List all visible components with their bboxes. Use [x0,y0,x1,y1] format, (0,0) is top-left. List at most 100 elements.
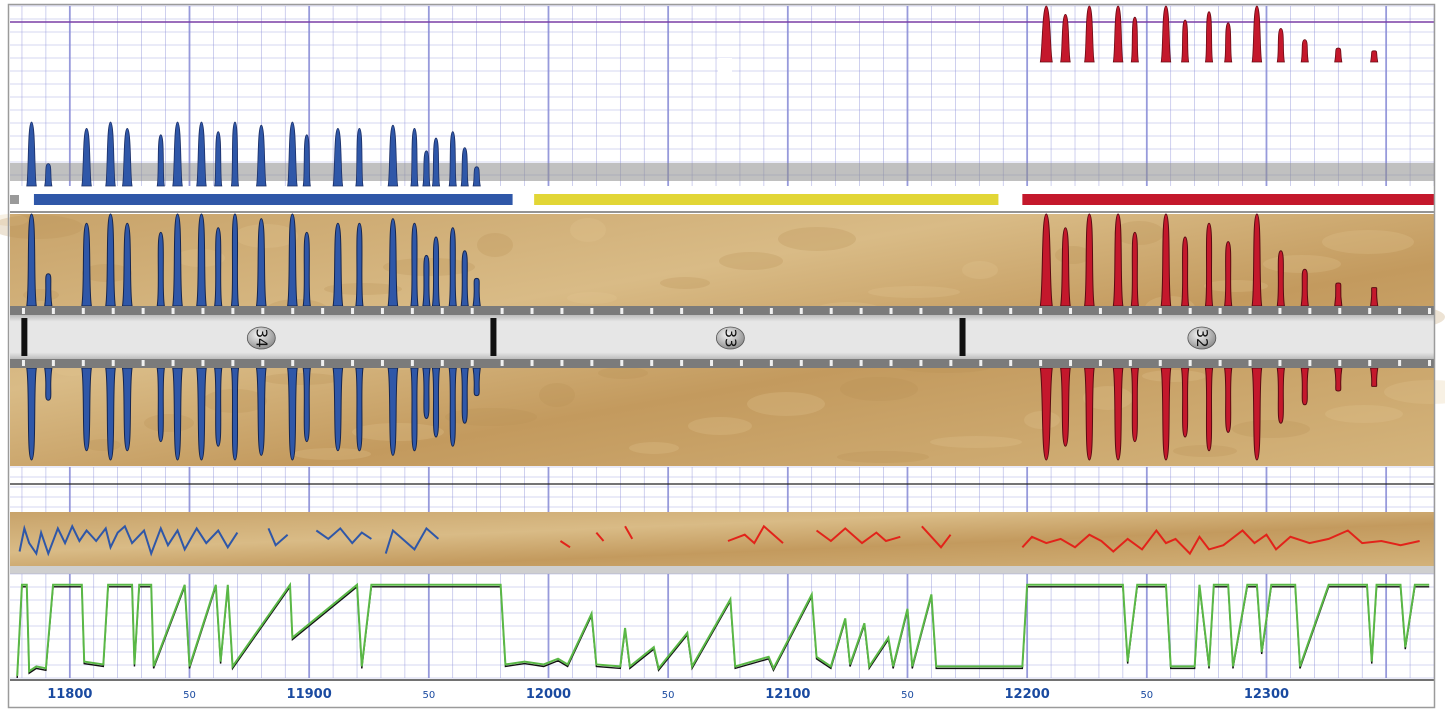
rock-texture-spot [1204,280,1268,292]
pipe-thread-bottom [51,360,55,366]
grid-mid-bg [10,467,1434,512]
red-peak-up [1276,250,1286,307]
grid-panel-middle [10,466,1435,512]
pipe-thread-bottom [1248,360,1252,366]
pipe-thread-bottom [1098,360,1102,366]
pipe-thread-top [889,308,893,314]
blue-peak-down [431,367,441,438]
rock-texture-spot [144,414,194,432]
rock-texture-spot [1322,230,1414,254]
rock-texture-spot [930,436,1022,448]
pipe-thread-bottom [81,360,85,366]
red-peak-down [1130,367,1140,443]
rock-texture-spot [1325,405,1403,423]
pipe-thread-top [1188,308,1192,314]
rock-texture-spot [0,214,28,226]
rock-texture-spot [234,224,298,248]
pipe-thread-top [949,308,953,314]
pipe-thread-top [739,308,743,314]
pipe-thread-top [261,308,265,314]
zone-bar-track [10,188,1434,214]
rock-texture-spot [1384,380,1445,404]
pipe-thread-top [1039,308,1043,314]
pipe-thread-top [1368,308,1372,314]
blue-peak-down [230,367,240,461]
red-peak-down [1204,367,1214,452]
blue-peak-down [44,367,53,401]
blue-peak-up [196,213,207,307]
pipe-thread-top [1158,308,1162,314]
blue-peak-up [387,218,399,307]
top-marker-square [718,58,732,72]
pipe-thread-bottom [1338,360,1342,366]
joint-number-badge [246,326,276,350]
rock-texture-spot [688,417,752,435]
pipe-thread-bottom [321,360,325,366]
pipe-thread-bottom [1009,360,1013,366]
rock-texture-spot [570,218,606,242]
rock-texture-spot [778,227,856,251]
blue-peak-up [332,222,344,307]
red-peak-down [1369,367,1379,387]
red-peak-down [1060,367,1071,447]
pipe-thread-bottom [1069,360,1073,366]
pipe-thread-top [650,308,654,314]
red-peak-down [1224,367,1233,433]
blue-peak-down [196,367,207,461]
rock-texture-spot [539,383,575,407]
pipe-thread-top [1308,308,1312,314]
blue-peak-up [422,254,431,307]
blue-peak-down [214,367,223,447]
red-peak-up [1180,236,1190,307]
pipe-thread-bottom [829,360,833,366]
pipe-thread-top [500,308,504,314]
red-peak-down [1251,367,1263,461]
blue-peak-down [460,367,469,424]
caliper-red-trace [559,524,1420,556]
blue-peak-down [302,367,311,443]
pipe-thread-top [141,308,145,314]
depth-major-label: 12200 [1005,687,1050,702]
blue-peak-down [81,367,92,452]
rock-texture-spot [598,367,648,379]
pipe-thread-bottom [1039,360,1043,366]
pipe-thread-bottom [1308,360,1312,366]
rock-texture-spot [747,392,825,416]
red-peak-down [1180,367,1190,438]
joint-number-badge [715,326,745,350]
pipe-thread-bottom [410,360,414,366]
blue-peak-up [105,213,116,307]
blue-peak-up [472,277,481,307]
rock-texture-spot [840,377,918,401]
rock-texture-spot [837,451,929,463]
pipe-thread-top [470,308,474,314]
red-peak-down [1334,367,1343,392]
pipe-thread-bottom [889,360,893,366]
pipe-thread-bottom [380,360,384,366]
pipe-thread-bottom [1218,360,1222,366]
blue-peak-down [287,367,298,461]
pipe-thread-bottom [440,360,444,366]
rock-texture-spot [962,261,998,279]
pipe-thread-bottom [291,360,295,366]
blue-peak-up [355,222,364,307]
blue-peak-up [230,213,240,307]
pipe-thread-top [440,308,444,314]
pipe-thread-bottom [1128,360,1132,366]
depth-major-label: 11900 [287,687,332,702]
depth-minor-label: 50 [422,690,435,701]
blue-peak-up [287,213,298,307]
blue-peak-up [302,231,311,307]
pipe-thread-top [21,308,25,314]
red-peak-up [1334,282,1343,307]
pipe-thread-top [1248,308,1252,314]
pipe-thread-bottom [739,360,743,366]
blue-peak-up [44,273,53,307]
joint-number-badge [1187,326,1217,350]
blue-peak-up [431,236,441,307]
blue-peak-down [255,367,267,456]
blue-peak-up [214,227,223,307]
frame-border [7,3,1436,709]
pipe-thread-top [410,308,414,314]
pipe-thread-top [291,308,295,314]
